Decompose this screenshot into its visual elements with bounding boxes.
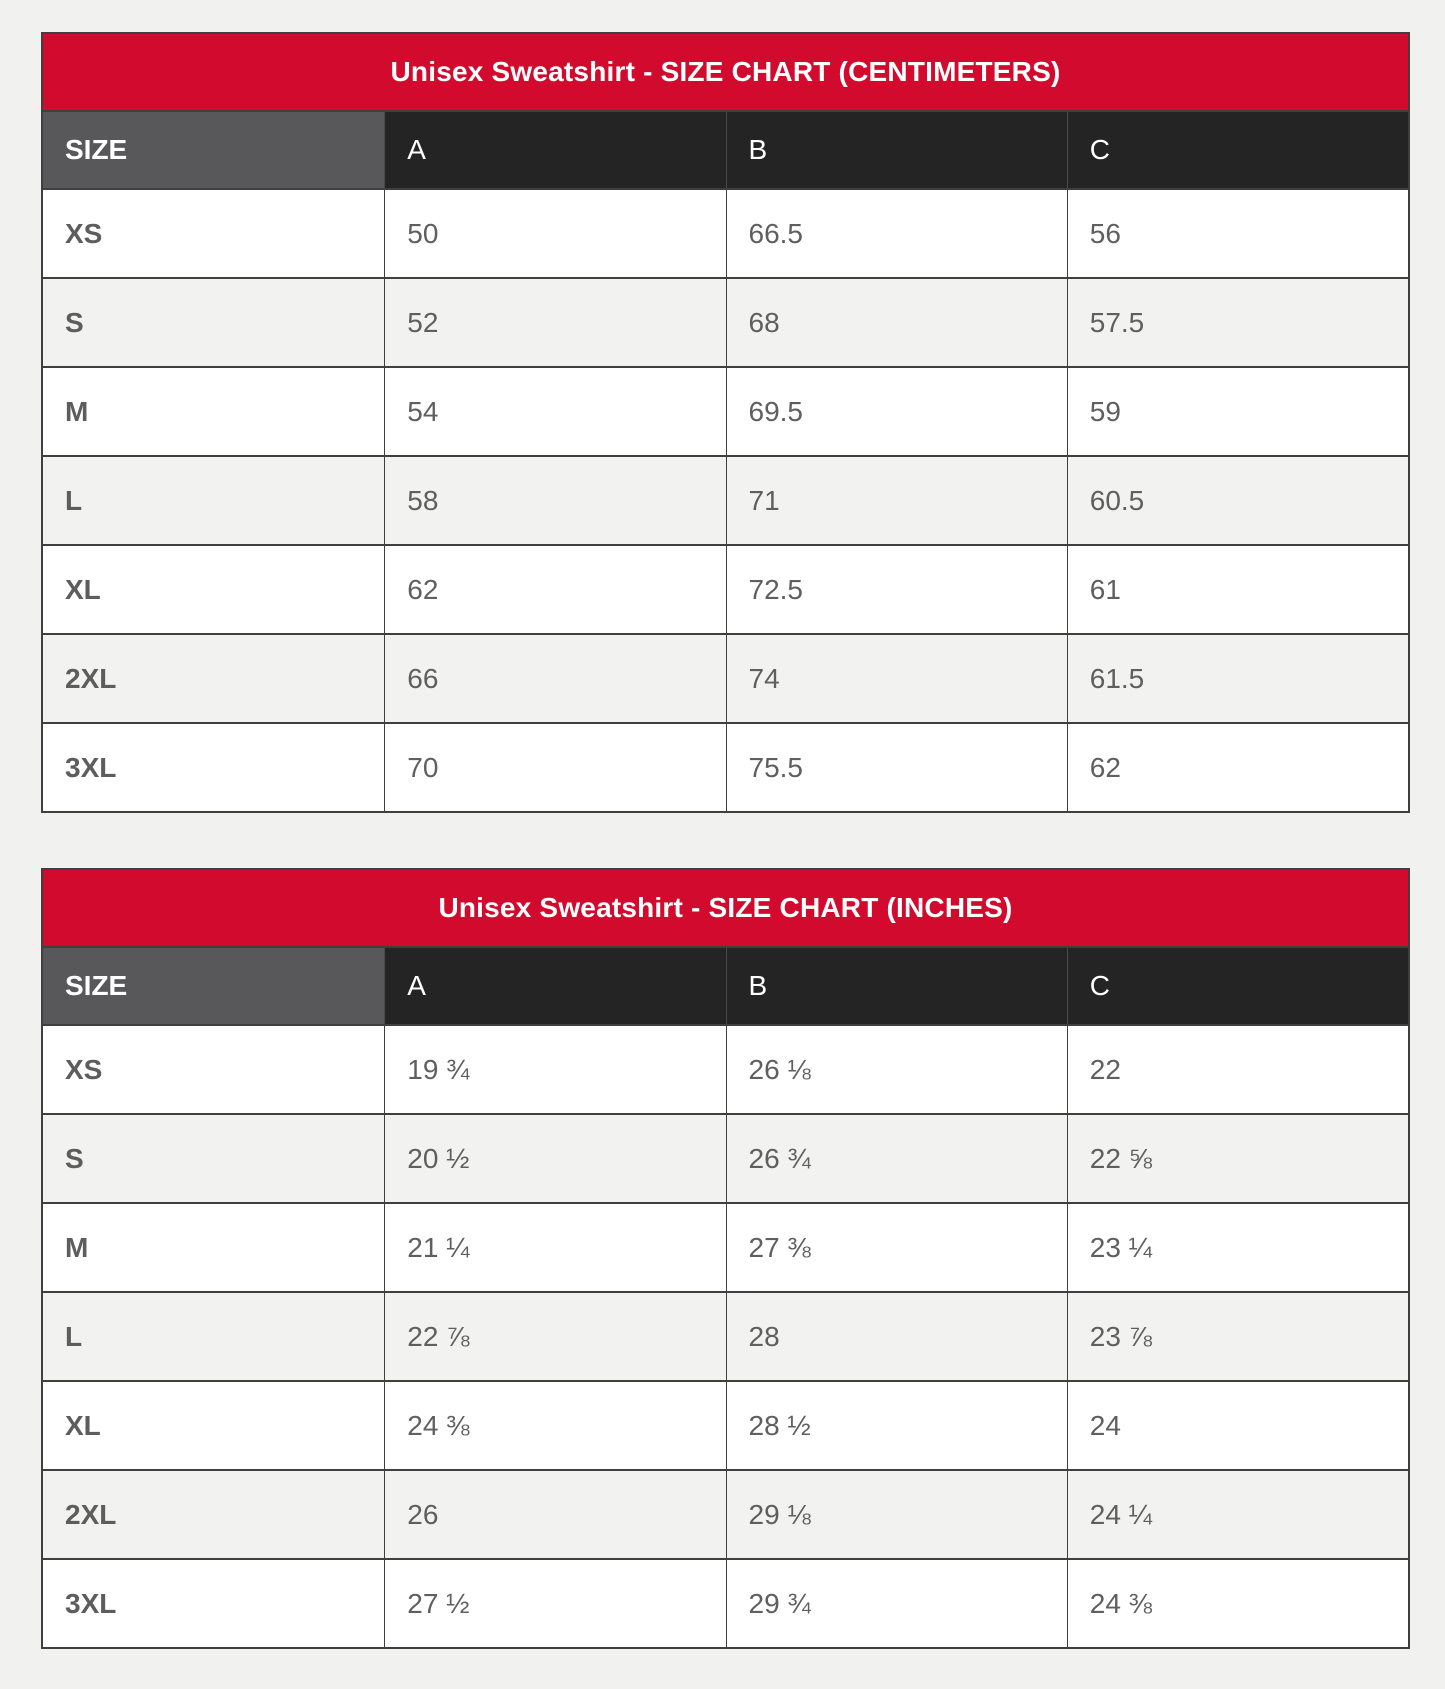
cell-c: 62: [1066, 724, 1408, 811]
size-label: L: [43, 1293, 385, 1380]
cell-a: 22 ⅞: [384, 1293, 726, 1380]
table-row: M 54 69.5 59: [43, 366, 1408, 455]
column-header-c: C: [1066, 112, 1408, 188]
cell-c: 22 ⅝: [1066, 1115, 1408, 1202]
size-label: XS: [43, 1026, 385, 1113]
table-row: L 22 ⅞ 28 23 ⅞: [43, 1291, 1408, 1380]
cell-c: 56: [1066, 190, 1408, 277]
size-label: 2XL: [43, 635, 385, 722]
cell-a: 58: [384, 457, 726, 544]
size-label: XL: [43, 546, 385, 633]
table-row: 2XL 66 74 61.5: [43, 633, 1408, 722]
cell-a: 27 ½: [384, 1560, 726, 1647]
cell-b: 28: [725, 1293, 1067, 1380]
cell-c: 22: [1066, 1026, 1408, 1113]
table-row: M 21 ¼ 27 ⅜ 23 ¼: [43, 1202, 1408, 1291]
size-label: M: [43, 368, 385, 455]
table-row: 3XL 70 75.5 62: [43, 722, 1408, 811]
cell-c: 59: [1066, 368, 1408, 455]
table-title: Unisex Sweatshirt - SIZE CHART (INCHES): [438, 892, 1013, 923]
cell-c: 23 ⅞: [1066, 1293, 1408, 1380]
size-label: XL: [43, 1382, 385, 1469]
column-header-size: SIZE: [43, 112, 385, 188]
size-label: M: [43, 1204, 385, 1291]
table-row: S 20 ½ 26 ¾ 22 ⅝: [43, 1113, 1408, 1202]
cell-a: 21 ¼: [384, 1204, 726, 1291]
table-row: 2XL 26 29 ⅛ 24 ¼: [43, 1469, 1408, 1558]
cell-c: 60.5: [1066, 457, 1408, 544]
table-row: L 58 71 60.5: [43, 455, 1408, 544]
size-label: S: [43, 1115, 385, 1202]
cell-a: 24 ⅜: [384, 1382, 726, 1469]
size-label: 2XL: [43, 1471, 385, 1558]
column-header-size: SIZE: [43, 948, 385, 1024]
cell-a: 62: [384, 546, 726, 633]
cell-b: 72.5: [725, 546, 1067, 633]
table-title: Unisex Sweatshirt - SIZE CHART (CENTIMET…: [390, 56, 1061, 87]
cell-b: 29 ⅛: [725, 1471, 1067, 1558]
cell-a: 19 ¾: [384, 1026, 726, 1113]
column-header-b: B: [725, 948, 1067, 1024]
cell-c: 24 ⅜: [1066, 1560, 1408, 1647]
column-header-a: A: [384, 112, 726, 188]
cell-b: 71: [725, 457, 1067, 544]
column-header-c: C: [1066, 948, 1408, 1024]
cell-c: 24: [1066, 1382, 1408, 1469]
cell-a: 26: [384, 1471, 726, 1558]
cell-a: 20 ½: [384, 1115, 726, 1202]
cell-b: 26 ¾: [725, 1115, 1067, 1202]
cell-c: 24 ¼: [1066, 1471, 1408, 1558]
table-row: XL 62 72.5 61: [43, 544, 1408, 633]
size-chart-table-inches: Unisex Sweatshirt - SIZE CHART (INCHES) …: [41, 868, 1410, 1649]
cell-b: 66.5: [725, 190, 1067, 277]
cell-a: 50: [384, 190, 726, 277]
cell-a: 54: [384, 368, 726, 455]
size-label: 3XL: [43, 1560, 385, 1647]
cell-a: 70: [384, 724, 726, 811]
cell-a: 52: [384, 279, 726, 366]
header-row: SIZE A B C: [43, 112, 1408, 188]
table-row: XS 19 ¾ 26 ⅛ 22: [43, 1024, 1408, 1113]
size-label: S: [43, 279, 385, 366]
size-label: 3XL: [43, 724, 385, 811]
size-chart-table-centimeters: Unisex Sweatshirt - SIZE CHART (CENTIMET…: [41, 32, 1410, 813]
cell-b: 28 ½: [725, 1382, 1067, 1469]
cell-c: 23 ¼: [1066, 1204, 1408, 1291]
table-row: XL 24 ⅜ 28 ½ 24: [43, 1380, 1408, 1469]
cell-a: 66: [384, 635, 726, 722]
cell-b: 74: [725, 635, 1067, 722]
cell-b: 75.5: [725, 724, 1067, 811]
header-row: SIZE A B C: [43, 948, 1408, 1024]
cell-c: 61: [1066, 546, 1408, 633]
cell-b: 29 ¾: [725, 1560, 1067, 1647]
column-header-a: A: [384, 948, 726, 1024]
table-row: 3XL 27 ½ 29 ¾ 24 ⅜: [43, 1558, 1408, 1647]
table-row: XS 50 66.5 56: [43, 188, 1408, 277]
cell-b: 27 ⅜: [725, 1204, 1067, 1291]
cell-b: 68: [725, 279, 1067, 366]
size-label: XS: [43, 190, 385, 277]
cell-c: 61.5: [1066, 635, 1408, 722]
table-row: S 52 68 57.5: [43, 277, 1408, 366]
size-label: L: [43, 457, 385, 544]
column-header-b: B: [725, 112, 1067, 188]
table-title-banner: Unisex Sweatshirt - SIZE CHART (INCHES): [43, 870, 1408, 948]
cell-b: 69.5: [725, 368, 1067, 455]
table-title-banner: Unisex Sweatshirt - SIZE CHART (CENTIMET…: [43, 34, 1408, 112]
cell-c: 57.5: [1066, 279, 1408, 366]
cell-b: 26 ⅛: [725, 1026, 1067, 1113]
